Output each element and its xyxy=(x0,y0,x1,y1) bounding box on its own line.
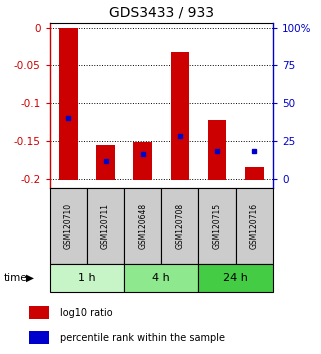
Bar xyxy=(245,167,264,180)
Bar xyxy=(208,120,226,180)
Bar xyxy=(50,264,124,292)
Text: 24 h: 24 h xyxy=(223,273,248,283)
Bar xyxy=(198,188,236,264)
Text: GSM120711: GSM120711 xyxy=(101,203,110,249)
Bar xyxy=(134,142,152,180)
Text: log10 ratio: log10 ratio xyxy=(60,308,113,318)
Text: ▶: ▶ xyxy=(26,273,34,283)
Title: GDS3433 / 933: GDS3433 / 933 xyxy=(109,5,214,19)
Text: time: time xyxy=(3,273,27,283)
Text: GSM120715: GSM120715 xyxy=(213,202,221,249)
Bar xyxy=(96,144,115,180)
Bar xyxy=(124,188,161,264)
Bar xyxy=(87,188,124,264)
Bar xyxy=(236,188,273,264)
Text: GSM120710: GSM120710 xyxy=(64,202,73,249)
Text: GSM120648: GSM120648 xyxy=(138,202,147,249)
Bar xyxy=(198,264,273,292)
Bar xyxy=(124,264,198,292)
Bar xyxy=(29,307,49,319)
Bar xyxy=(29,331,49,344)
Text: GSM120708: GSM120708 xyxy=(175,202,184,249)
Bar xyxy=(59,28,78,180)
Bar xyxy=(170,52,189,180)
Bar xyxy=(50,188,87,264)
Text: percentile rank within the sample: percentile rank within the sample xyxy=(60,332,225,343)
Bar xyxy=(161,188,198,264)
Text: GSM120716: GSM120716 xyxy=(250,202,259,249)
Text: 1 h: 1 h xyxy=(78,273,96,283)
Text: 4 h: 4 h xyxy=(152,273,170,283)
